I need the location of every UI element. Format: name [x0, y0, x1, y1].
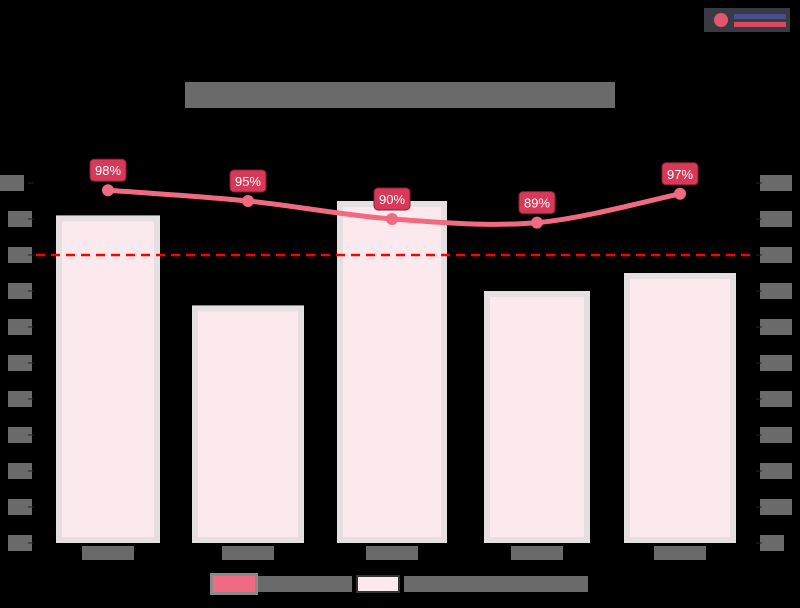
line-point[interactable] [386, 213, 398, 225]
x-axis-label [222, 546, 274, 560]
left-axis-tick-label [8, 427, 32, 443]
right-axis-tick-label [760, 463, 792, 479]
legend: [redacted line series] [redacted bar ser… [210, 570, 588, 598]
right-axis-tick-label [760, 283, 792, 299]
left-axis-tick-label [8, 211, 32, 227]
legend-swatch-line [210, 573, 258, 595]
data-label: 95% [229, 169, 267, 193]
right-axis-tick-label [760, 175, 792, 191]
svg-text:97%: 97% [667, 167, 693, 182]
right-axis-tick-label [760, 355, 792, 371]
right-axis-tick-label [760, 535, 784, 551]
svg-text:90%: 90% [379, 192, 405, 207]
line-point[interactable] [531, 216, 543, 229]
right-axis-tick-label [760, 427, 792, 443]
data-label: 98% [89, 158, 127, 182]
x-axis-label [82, 546, 134, 560]
left-axis-tick-label [8, 499, 32, 515]
right-axis-tick-label [760, 391, 792, 407]
right-axis-tick-label [760, 499, 792, 515]
left-axis-tick-label [0, 175, 24, 191]
brand-logo [704, 8, 790, 32]
left-axis-tick-label [8, 535, 32, 551]
left-axis-tick-label [8, 391, 32, 407]
x-axis-label [654, 546, 706, 560]
globe-icon [714, 13, 728, 27]
data-label: 97% [661, 162, 699, 186]
left-axis-tick-label [8, 283, 32, 299]
data-label: 89% [518, 191, 556, 215]
left-axis-tick-label [8, 319, 32, 335]
right-axis-tick-label [760, 211, 792, 227]
svg-text:89%: 89% [524, 196, 550, 211]
line-point[interactable] [102, 184, 114, 197]
right-axis-tick-label [760, 319, 792, 335]
x-axis-label [511, 546, 563, 560]
legend-swatch-bar [356, 575, 400, 593]
left-axis-tick-label [8, 247, 32, 263]
legend-label-line: [redacted line series] [258, 576, 352, 592]
line-point[interactable] [674, 187, 686, 200]
x-axis-label [366, 546, 418, 560]
legend-label-bar: [redacted bar series] [404, 576, 588, 592]
line-point[interactable] [242, 195, 254, 207]
chart-title-redacted [185, 82, 615, 108]
left-axis-tick-label [8, 463, 32, 479]
data-label: 90% [373, 187, 411, 211]
left-axis-tick-label [8, 355, 32, 371]
right-axis-tick-label [760, 247, 792, 263]
svg-text:98%: 98% [95, 163, 121, 178]
svg-text:95%: 95% [235, 174, 261, 189]
